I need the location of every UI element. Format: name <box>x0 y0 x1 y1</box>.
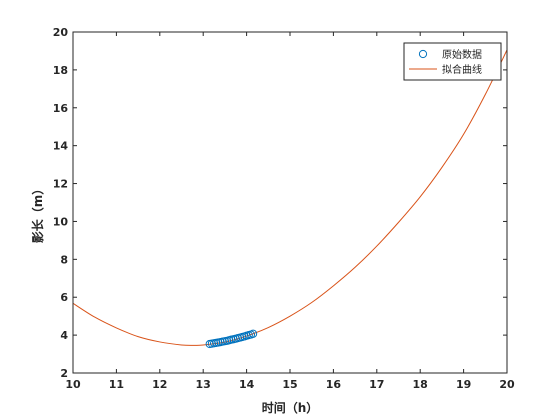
y-tick-label: 10 <box>53 215 69 228</box>
x-tick-label: 15 <box>282 378 297 391</box>
legend-marker-circle-icon <box>418 49 428 59</box>
x-tick-label: 16 <box>326 378 342 391</box>
plot-area <box>73 49 507 349</box>
y-axis-label: 影长（m） <box>30 183 45 244</box>
legend-label: 拟合曲线 <box>442 63 482 76</box>
data-point <box>249 329 258 338</box>
y-tick-label: 14 <box>53 140 69 153</box>
x-tick-label: 11 <box>109 378 124 391</box>
y-tick-label: 16 <box>53 102 69 115</box>
x-tick-label: 14 <box>239 378 255 391</box>
axes-box <box>72 31 508 374</box>
y-tick-label: 20 <box>53 26 69 39</box>
y-tick-label: 2 <box>60 367 68 380</box>
y-tick-label: 18 <box>53 64 68 77</box>
x-tick-label: 19 <box>456 378 471 391</box>
y-tick-label: 4 <box>60 329 68 342</box>
x-tick-label: 18 <box>413 378 428 391</box>
fitted-curve-line <box>73 49 507 346</box>
x-tick-label: 10 <box>65 378 81 391</box>
plot-layer <box>73 49 507 349</box>
x-axis-label: 时间（h） <box>262 400 319 415</box>
y-tick-label: 6 <box>60 291 68 304</box>
legend-label: 原始数据 <box>442 48 482 61</box>
x-tick-label: 20 <box>499 378 515 391</box>
x-tick-label: 12 <box>152 378 167 391</box>
x-tick-label: 17 <box>369 378 384 391</box>
legend-box <box>403 42 502 81</box>
y-tick-label: 12 <box>53 178 68 191</box>
y-tick-label: 8 <box>60 253 68 266</box>
axes-layer: 10 11 12 13 14 15 16 17 18 19 20 2 4 6 8 10 12 14 16 18 20 <box>53 26 515 391</box>
x-tick-label: 13 <box>196 378 211 391</box>
